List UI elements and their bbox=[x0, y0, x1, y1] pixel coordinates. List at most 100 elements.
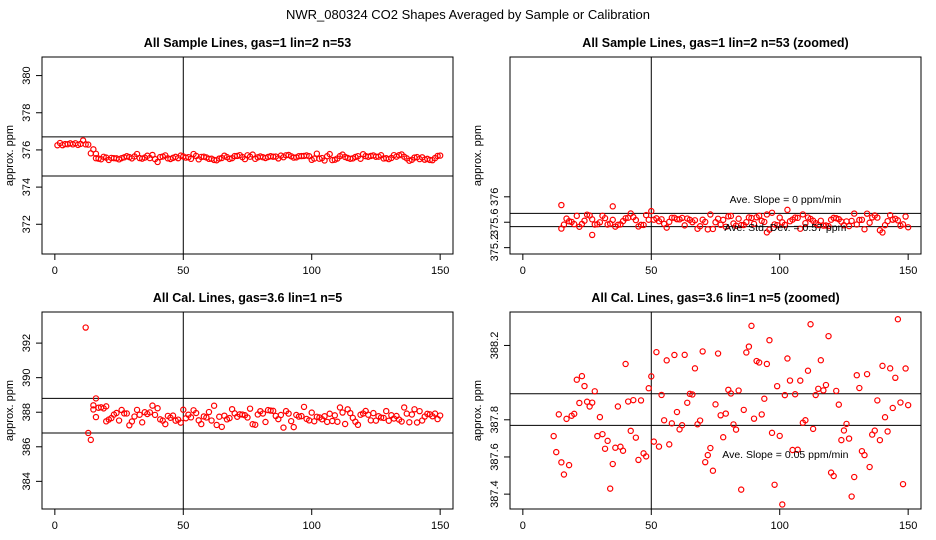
data-point bbox=[732, 426, 740, 433]
data-point bbox=[244, 414, 251, 421]
data-point bbox=[169, 412, 177, 419]
data-point bbox=[606, 485, 614, 492]
data-point bbox=[904, 401, 912, 409]
data-point bbox=[326, 150, 333, 158]
data-point bbox=[745, 343, 753, 350]
data-point bbox=[565, 461, 573, 469]
data-point bbox=[663, 224, 670, 231]
data-point bbox=[267, 407, 274, 414]
data-point bbox=[162, 420, 169, 428]
data-point bbox=[612, 444, 619, 451]
data-point bbox=[681, 351, 688, 359]
data-point bbox=[845, 435, 853, 442]
data-point bbox=[560, 221, 568, 228]
data-point bbox=[416, 407, 423, 415]
y-tick-label: 375.6 bbox=[489, 208, 501, 236]
data-point bbox=[902, 213, 909, 220]
data-point bbox=[743, 218, 750, 226]
data-point bbox=[648, 207, 655, 215]
data-point bbox=[781, 391, 789, 399]
data-point bbox=[645, 385, 652, 392]
data-point bbox=[650, 438, 658, 445]
x-tick-label: 100 bbox=[771, 520, 789, 532]
data-point bbox=[123, 410, 130, 417]
data-point bbox=[609, 203, 616, 210]
data-point bbox=[249, 421, 256, 428]
data-point bbox=[619, 447, 627, 454]
data-point bbox=[704, 226, 711, 233]
data-point bbox=[696, 223, 704, 230]
annotation: Ave. Std. Dev. = 0.57 ppm bbox=[724, 222, 846, 234]
data-point bbox=[735, 387, 742, 394]
data-point bbox=[791, 214, 799, 221]
data-point bbox=[138, 419, 146, 426]
data-point bbox=[300, 403, 308, 411]
data-point bbox=[591, 388, 598, 395]
data-point bbox=[871, 427, 878, 434]
data-point bbox=[776, 432, 783, 440]
data-point bbox=[848, 493, 855, 500]
x-tick-label: 50 bbox=[645, 265, 657, 277]
data-point bbox=[213, 421, 220, 429]
data-point bbox=[797, 377, 804, 384]
data-point bbox=[678, 422, 686, 429]
data-point bbox=[436, 152, 444, 159]
data-point bbox=[666, 441, 673, 448]
data-point bbox=[766, 336, 773, 344]
y-tick-label: 376 bbox=[489, 188, 501, 206]
data-point bbox=[308, 409, 315, 416]
data-point bbox=[645, 216, 652, 223]
data-point bbox=[339, 409, 346, 416]
data-point bbox=[802, 417, 809, 424]
data-point bbox=[280, 424, 287, 431]
data-point bbox=[92, 395, 100, 402]
data-point bbox=[884, 428, 891, 435]
data-point bbox=[431, 410, 439, 417]
data-point bbox=[773, 382, 781, 390]
data-point bbox=[614, 403, 622, 410]
data-point bbox=[596, 219, 604, 226]
data-point bbox=[779, 501, 786, 508]
data-point bbox=[218, 423, 226, 431]
data-point bbox=[287, 417, 295, 425]
data-point bbox=[835, 401, 843, 408]
y-tick-label: 392 bbox=[21, 334, 33, 352]
data-point bbox=[383, 407, 390, 415]
data-point bbox=[637, 221, 645, 229]
data-point bbox=[624, 398, 632, 405]
data-point bbox=[748, 322, 755, 330]
data-point bbox=[809, 425, 817, 433]
data-point bbox=[658, 216, 665, 223]
data-point bbox=[594, 432, 601, 440]
y-axis-label: approx. ppm bbox=[4, 380, 16, 441]
data-point bbox=[326, 410, 333, 417]
data-point bbox=[92, 150, 100, 157]
plot-frame bbox=[41, 311, 454, 510]
data-point bbox=[863, 370, 871, 378]
panel-3: All Cal. Lines, gas=3.6 lin=1 n=5 0 50 100 1… bbox=[4, 291, 454, 532]
data-point bbox=[861, 451, 868, 459]
data-point bbox=[720, 434, 727, 441]
y-axis-label: approx. ppm bbox=[472, 125, 484, 186]
data-point bbox=[622, 360, 629, 368]
data-point bbox=[720, 216, 727, 224]
data-point bbox=[750, 415, 758, 422]
data-point bbox=[571, 410, 578, 418]
data-point bbox=[874, 214, 881, 221]
data-point bbox=[154, 405, 161, 412]
data-point bbox=[103, 403, 110, 410]
data-point bbox=[321, 413, 328, 420]
data-point bbox=[385, 417, 392, 424]
data-point bbox=[776, 214, 783, 221]
x-tick-label: 0 bbox=[520, 265, 526, 277]
x-tick-label: 0 bbox=[520, 520, 526, 532]
data-point bbox=[216, 413, 223, 420]
panel-title: All Sample Lines, gas=1 lin=2 n=53 (zoom… bbox=[582, 36, 848, 50]
x-tick-label: 0 bbox=[52, 265, 58, 277]
data-point bbox=[743, 349, 750, 356]
data-point bbox=[295, 413, 303, 420]
data-point bbox=[843, 420, 850, 428]
data-point bbox=[763, 360, 771, 368]
data-point bbox=[154, 158, 161, 166]
data-point bbox=[637, 397, 645, 404]
